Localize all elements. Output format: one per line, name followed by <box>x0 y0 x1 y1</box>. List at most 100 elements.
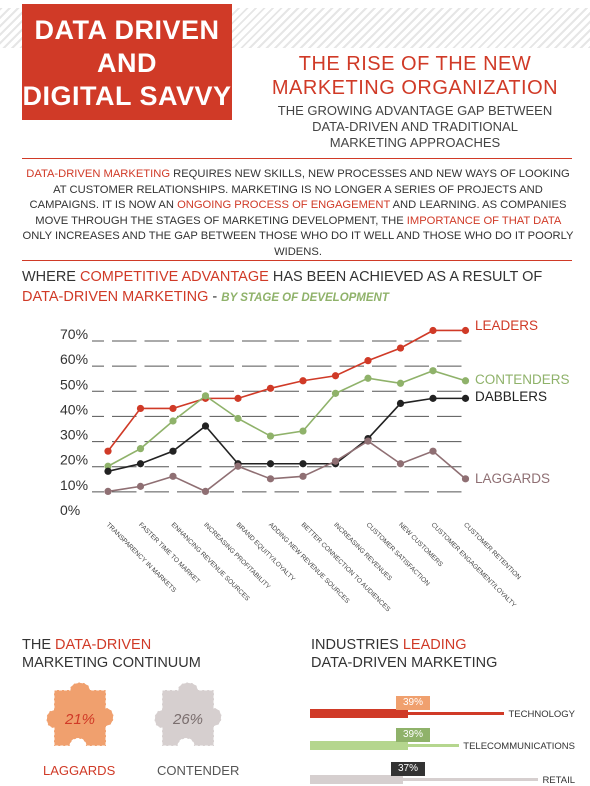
y-tick-label: 40% <box>60 401 88 417</box>
data-point <box>266 475 275 483</box>
industry-bar-track <box>402 778 575 781</box>
data-point <box>104 467 112 475</box>
data-point <box>234 462 242 470</box>
y-tick-label: 20% <box>60 452 88 468</box>
section-c: - <box>208 289 222 305</box>
puzzle-percent: 21% <box>64 711 95 728</box>
data-point <box>266 432 275 440</box>
continuum-a-red: DATA-DRIVEN <box>55 637 152 653</box>
section-a: WHERE <box>22 269 80 285</box>
legend-label: LAGGARDS <box>475 471 550 486</box>
industry-row: 37% RETAIL <box>310 762 575 786</box>
data-point <box>461 394 470 402</box>
data-point <box>331 457 340 465</box>
intro-text-3: ONLY INCREASES AND THE GAP BETWEEN THOSE… <box>22 230 574 258</box>
x-tick-label: INCREASING REVENUES <box>332 521 393 582</box>
puzzle-percent: 26% <box>172 711 203 728</box>
x-tick-label: TRANSPARENCY IN MARKETS <box>105 521 178 594</box>
category-column <box>331 320 340 517</box>
data-point <box>201 487 210 495</box>
data-point <box>461 377 470 385</box>
data-point <box>364 437 372 445</box>
category-column <box>461 320 470 517</box>
industry-name: TECHNOLOGY <box>504 709 575 720</box>
headline: THE RISE OF THE NEW MARKETING ORGANIZATI… <box>245 52 585 100</box>
subhead-line-1: THE GROWING ADVANTAGE GAP BETWEEN <box>277 103 553 118</box>
series-line <box>107 397 466 473</box>
data-point <box>136 482 145 490</box>
category-column <box>104 320 112 517</box>
industry-bar <box>310 775 403 784</box>
industries-title: INDUSTRIES LEADING DATA-DRIVEN MARKETING <box>311 636 497 672</box>
category-column <box>396 320 405 517</box>
section-b: HAS BEEN ACHIEVED AS A RESULT OF <box>268 269 543 285</box>
competitive-advantage-chart: 0% 10% 20% 30% 40% 50% 60% 70% TRANSPARENCY IN M… <box>60 318 570 614</box>
data-point <box>234 394 242 402</box>
intro-text-2: AND LEARNING. AS COMPANIES MOVE THROUGH … <box>35 199 567 227</box>
x-tick-label: CUSTOMER RETENTION <box>462 521 522 581</box>
data-point <box>104 487 112 495</box>
data-point <box>364 357 372 365</box>
data-point <box>331 389 340 397</box>
legend-label: CONTENDERS <box>475 372 570 387</box>
intro-red-3: IMPORTANCE OF THAT DATA <box>406 214 561 227</box>
category-column <box>299 320 307 517</box>
x-tick-label: INCREASING PROFITABILITY <box>202 521 272 591</box>
subhead-line-3: MARKETING APPROACHES <box>329 135 501 150</box>
banner-line-2: AND <box>97 48 157 78</box>
industry-name: RETAIL <box>538 775 575 786</box>
data-point <box>364 374 372 382</box>
data-point <box>299 472 307 480</box>
divider-middle <box>22 260 572 261</box>
industries-a-red: LEADING <box>402 637 467 653</box>
data-point <box>396 399 405 407</box>
data-point <box>169 417 177 425</box>
data-point <box>429 447 437 455</box>
subhead-line-2: DATA-DRIVEN AND TRADITIONAL <box>312 119 518 134</box>
industry-bar-track <box>408 712 575 715</box>
industry-row: 39% TELECOMMUNICATIONS <box>310 728 575 752</box>
series-line <box>107 440 467 493</box>
data-point <box>331 372 340 380</box>
industry-percent-badge: 39% <box>396 696 430 710</box>
data-point <box>169 472 177 480</box>
data-point <box>136 445 145 453</box>
industry-name: TELECOMMUNICATIONS <box>459 741 575 752</box>
section-c-red: DATA-DRIVEN MARKETING <box>22 289 209 305</box>
data-point <box>461 326 470 335</box>
puzzle-piece-shape <box>46 682 114 747</box>
data-point <box>266 384 275 392</box>
category-column <box>136 320 145 517</box>
industries-b: DATA-DRIVEN MARKETING <box>311 655 498 671</box>
puzzle-caption-contender: CONTENDER <box>157 763 240 778</box>
puzzle-caption-laggards: LAGGARDS <box>43 763 116 778</box>
legend-label: DABBLERS <box>475 389 547 404</box>
series-line <box>107 329 466 452</box>
intro-paragraph: DATA-DRIVEN MARKETING REQUIRES NEW SKILL… <box>22 167 574 260</box>
y-tick-label: 0% <box>60 502 80 518</box>
headline-line-1: THE RISE OF THE NEW <box>298 53 532 75</box>
data-point <box>299 377 307 385</box>
data-point <box>461 475 470 483</box>
data-point <box>396 379 405 387</box>
subhead: THE GROWING ADVANTAGE GAP BETWEEN DATA-D… <box>255 103 575 151</box>
section-a-red: COMPETITIVE ADVANTAGE <box>80 269 269 285</box>
y-tick-label: 30% <box>60 427 88 443</box>
puzzle-laggards: 21% <box>46 682 114 747</box>
series-line <box>107 369 466 467</box>
puzzle-contender: 26% <box>154 682 222 747</box>
data-point <box>299 427 307 435</box>
intro-red-2: ONGOING PROCESS OF ENGAGEMENT <box>177 199 391 211</box>
continuum-title: THE DATA-DRIVEN MARKETING CONTINUUM <box>22 636 201 672</box>
category-column <box>201 320 210 517</box>
data-point <box>234 414 242 423</box>
y-tick-label: 50% <box>60 376 88 392</box>
industry-row: 39% TECHNOLOGY <box>310 696 575 720</box>
data-point <box>429 367 437 375</box>
industries-a: INDUSTRIES <box>311 637 403 653</box>
y-tick-label: 60% <box>60 351 88 367</box>
continuum-a: THE <box>22 637 56 653</box>
industry-bar <box>310 709 408 718</box>
headline-line-2: MARKETING ORGANIZATION <box>271 77 559 99</box>
data-point <box>299 460 307 468</box>
